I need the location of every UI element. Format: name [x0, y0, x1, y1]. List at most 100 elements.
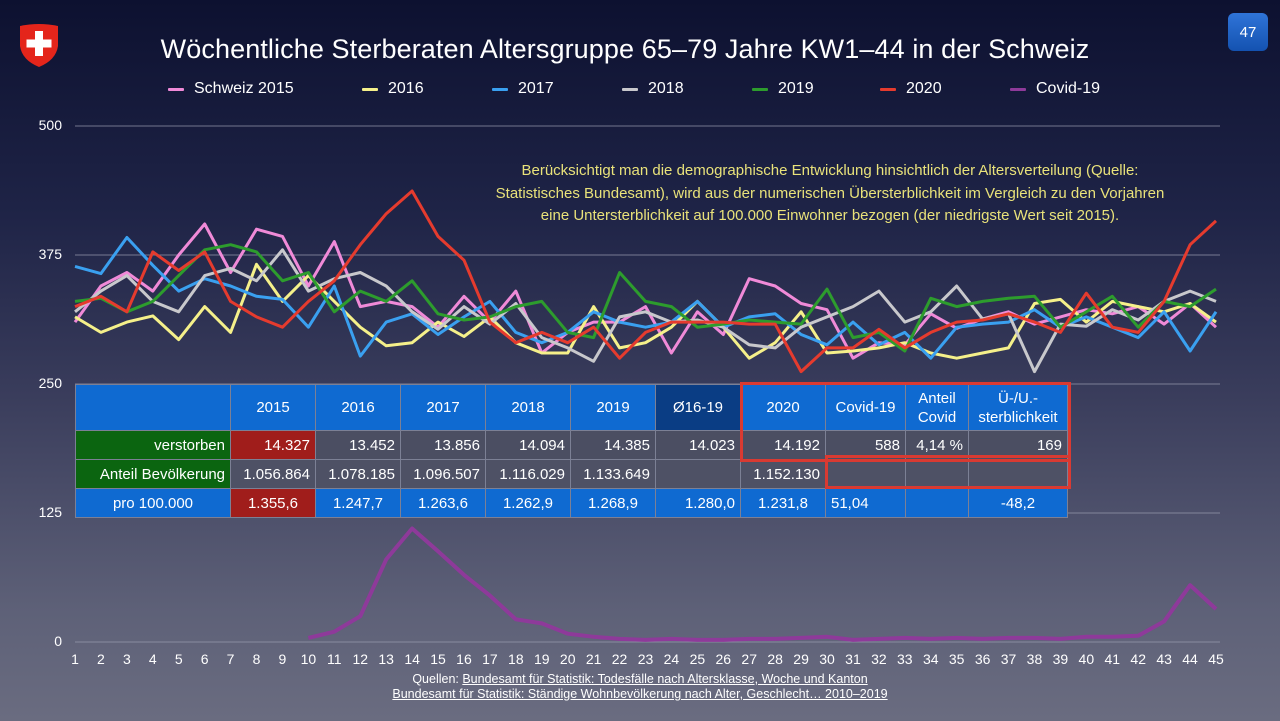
legend-label: Schweiz 2015: [194, 80, 294, 97]
table-row: pro 100.000 1.355,6 1.247,7 1.263,6 1.26…: [75, 488, 1068, 518]
x-tick-label: 13: [378, 651, 394, 667]
legend-label: Covid-19: [1036, 80, 1101, 97]
table-header-cell: 2020: [740, 384, 826, 431]
y-tick-label: 125: [38, 504, 62, 520]
table-cell: 14.023: [655, 430, 741, 460]
y-tick-label: 250: [38, 375, 62, 391]
x-tick-label: 38: [1026, 651, 1043, 667]
table-cell: 1.355,6: [230, 488, 316, 518]
x-tick-label: 11: [327, 651, 342, 667]
x-tick-label: 24: [663, 651, 680, 667]
table-cell: [655, 459, 741, 489]
x-tick-label: 30: [819, 651, 835, 667]
x-tick-label: 31: [845, 651, 861, 667]
table-header-row: 2015 2016 2017 2018 2019 Ø16-19 2020 Cov…: [75, 384, 1068, 431]
legend-item: 2019: [752, 80, 814, 98]
header-line: Anteil: [918, 389, 956, 407]
x-tick-label: 7: [226, 651, 235, 667]
table-cell: 13.856: [400, 430, 486, 460]
x-tick-label: 2: [97, 651, 105, 667]
legend-item: 2017: [492, 80, 554, 98]
x-tick-label: 17: [482, 651, 498, 667]
x-tick-label: 22: [611, 651, 628, 667]
table-header-cell: 2016: [315, 384, 401, 431]
table-cell: 1.133.649: [570, 459, 656, 489]
sources-prefix: Quellen:: [412, 672, 463, 686]
source-link[interactable]: Bundesamt für Statistik: Todesfälle nach…: [462, 672, 868, 686]
table-cell: 1.280,0: [655, 488, 741, 518]
x-tick-label: 41: [1104, 651, 1121, 667]
x-tick-label: 33: [897, 651, 913, 667]
x-tick-label: 18: [508, 651, 524, 667]
table-cell: 14.385: [570, 430, 656, 460]
legend-swatch: [1010, 87, 1026, 91]
source-link[interactable]: Bundesamt für Statistik: Ständige Wohnbe…: [392, 687, 888, 701]
legend-item: Covid-19: [1010, 80, 1100, 98]
x-tick-label: 40: [1078, 651, 1095, 667]
table-cell: 1.263,6: [400, 488, 486, 518]
x-tick-label: 35: [948, 651, 965, 667]
legend-item: 2018: [622, 80, 684, 98]
x-tick-label: 45: [1208, 651, 1224, 667]
table-row: verstorben 14.327 13.452 13.856 14.094 1…: [75, 430, 1068, 460]
legend-swatch: [752, 87, 768, 91]
x-tick-label: 9: [278, 651, 287, 667]
x-tick-label: 43: [1156, 651, 1172, 667]
x-tick-label: 27: [741, 651, 757, 667]
table-cell: 14.192: [740, 430, 826, 460]
x-tick-label: 20: [559, 651, 576, 667]
x-tick-label: 3: [122, 651, 131, 667]
table-cell: -48,2: [968, 488, 1068, 518]
table-header-cell: [75, 384, 231, 431]
table-cell: 13.452: [315, 430, 401, 460]
x-tick-label: 37: [1000, 651, 1017, 667]
table-cell: 1.247,7: [315, 488, 401, 518]
legend-label: 2016: [388, 80, 424, 97]
table-cell: 588: [825, 430, 906, 460]
table-header-cell: 2017: [400, 384, 486, 431]
table-cell: 14.094: [485, 430, 571, 460]
table-header-cell: Ü-/U.- sterblichkeit: [968, 384, 1068, 431]
legend-label: 2020: [906, 80, 942, 97]
x-tick-label: 6: [200, 651, 209, 667]
annotation-line: Berücksichtigt man die demographische En…: [521, 162, 1139, 179]
legend-item: 2016: [362, 80, 424, 98]
series-line-2018: [74, 248, 1217, 374]
legend-label: 2019: [778, 80, 814, 97]
table-cell: 1.056.864: [230, 459, 316, 489]
legend-swatch: [622, 87, 638, 91]
table-cell: [825, 459, 906, 489]
table-header-cell: Anteil Covid: [905, 384, 969, 431]
x-tick-label: 4: [148, 651, 157, 667]
page-title: Wöchentliche Sterberaten Altersgruppe 65…: [160, 34, 1090, 64]
row-label: verstorben: [75, 430, 231, 460]
header-line: sterblichkeit: [978, 408, 1058, 426]
legend-item: 2020: [880, 80, 942, 98]
x-tick-label: 19: [533, 651, 550, 667]
legend-swatch: [880, 87, 896, 91]
legend-item: Schweiz 2015: [168, 80, 294, 98]
swiss-coat-of-arms-icon: [20, 24, 58, 67]
table-header-cell: 2015: [230, 384, 316, 431]
annotation-line: eine Untersterblichkeit auf 100.000 Einw…: [540, 207, 1120, 224]
legend-swatch: [492, 87, 508, 91]
legend-swatch: [168, 87, 184, 91]
table-cell: [905, 488, 969, 518]
table-cell: 14.327: [230, 430, 316, 460]
table-cell: 51,04: [825, 488, 906, 518]
x-tick-label: 39: [1052, 651, 1069, 667]
y-tick-label: 500: [38, 117, 62, 133]
x-tick-label: 21: [585, 651, 602, 667]
header-line: Ü-/U.-: [998, 389, 1038, 407]
series-line-covid-19: [307, 526, 1218, 642]
table-cell: 1.116.029: [485, 459, 571, 489]
table-cell: 1.096.507: [400, 459, 486, 489]
row-label: pro 100.000: [75, 488, 231, 518]
series-line-2020: [74, 189, 1218, 374]
x-tick-label: 15: [430, 651, 446, 667]
x-tick-label: 34: [922, 651, 939, 667]
x-tick-label: 29: [793, 651, 809, 667]
table-row: Anteil Bevölkerung 1.056.864 1.078.185 1…: [75, 459, 1068, 489]
x-tick-label: 12: [352, 651, 369, 667]
y-tick-label: 375: [38, 246, 62, 262]
